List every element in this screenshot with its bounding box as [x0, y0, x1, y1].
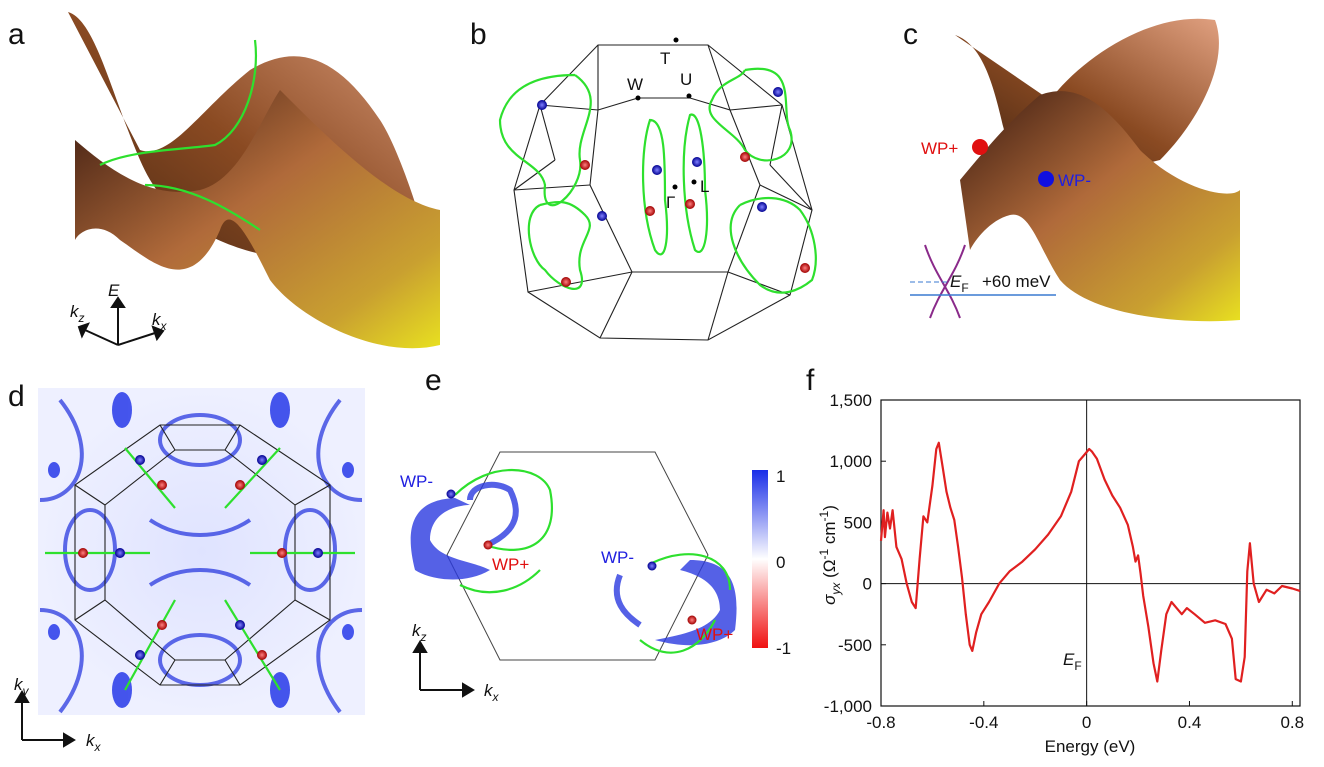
band-surface [68, 12, 440, 348]
axis-label: kz [412, 621, 427, 644]
y-axis-title: -1 [817, 549, 831, 560]
y-tick-label: 1,000 [829, 452, 872, 471]
brillouin-zone [514, 45, 812, 340]
nodal-loops [500, 69, 816, 293]
axis-label: kx [484, 681, 500, 704]
y-axis-title: ) [820, 505, 839, 511]
y-axis-title: cm [820, 521, 839, 548]
fermi-arcs [411, 470, 737, 653]
figure: a b c d e f E kz kx T U W Γ L WP+ WP- EF… [0, 0, 1324, 767]
panel-label: c [903, 18, 918, 51]
fermi-label: EF [950, 272, 969, 295]
chart: Energy (eV) σyx (Ω-1 cm-1) EF 1,500 1,000… [817, 391, 1304, 756]
weyl-label: WP+ [696, 625, 733, 644]
axes-arrows [414, 642, 473, 696]
weyl-label: WP- [400, 472, 433, 491]
axis-label-sub: y [22, 684, 30, 698]
colorbar-ticks: 1 0 -1 [776, 467, 791, 658]
annotation: EF [1063, 650, 1082, 673]
axis-label: kz [70, 302, 85, 325]
x-tick-label: -0.8 [866, 713, 895, 732]
axis-label-sub: z [78, 311, 85, 325]
weyl-point [1038, 171, 1054, 187]
k-point-label: L [700, 177, 709, 196]
weyl-label: WP+ [921, 139, 958, 158]
x-axis-title: Energy (eV) [1045, 737, 1136, 756]
y-axis-title: σyx (Ω-1 cm-1) [817, 505, 843, 605]
weyl-points [537, 38, 810, 288]
y-axis-title: (Ω [820, 560, 839, 583]
k-point-label: W [627, 75, 643, 94]
weyl-label: WP- [1058, 171, 1091, 190]
x-tick-label: 0.8 [1280, 713, 1304, 732]
axis-label-sub: x [160, 319, 168, 333]
y-tick-label: 500 [844, 513, 872, 532]
y-tick-label: 1,500 [829, 391, 872, 410]
weyl-label: WP+ [492, 555, 529, 574]
y-tick-label: 0 [863, 575, 872, 594]
weyl-label: WP- [601, 548, 634, 567]
panel-label: e [425, 364, 442, 397]
colorbar [752, 470, 768, 648]
fermi-label-sub: F [961, 281, 968, 295]
k-point-label: T [660, 49, 670, 68]
panel-label: d [8, 380, 25, 413]
energy-offset: +60 meV [982, 272, 1051, 291]
colorbar-tick-label: 0 [776, 553, 785, 572]
axis-label-sub: z [420, 630, 427, 644]
axis-label: ky [14, 675, 30, 698]
y-tick-label: -1,000 [824, 697, 872, 716]
axis-label-sub: x [94, 740, 102, 754]
panel-label: f [806, 364, 815, 397]
k-point-label: Γ [666, 193, 675, 212]
y-axis-title: -1 [817, 510, 831, 521]
y-axis-title: yx [829, 582, 843, 596]
panel-label: b [470, 18, 487, 51]
data-line [881, 443, 1300, 682]
annotation: E [1063, 650, 1075, 669]
x-tick-label: 0 [1082, 713, 1091, 732]
axis-label: E [108, 281, 120, 300]
y-tick-label: -500 [838, 636, 872, 655]
k-point-label: U [680, 70, 692, 89]
weyl-point [972, 139, 988, 155]
x-tick-label: -0.4 [969, 713, 998, 732]
axis-label-sub: x [492, 690, 500, 704]
plot-frame [881, 400, 1300, 706]
annotation-sub: F [1074, 659, 1081, 673]
colorbar-tick-label: 1 [776, 467, 785, 486]
colorbar-tick-label: -1 [776, 639, 791, 658]
panel-label: a [8, 18, 25, 51]
fermi-label: E [950, 272, 962, 291]
x-tick-label: 0.4 [1178, 713, 1202, 732]
axes-arrows [79, 298, 163, 345]
axis-label: kx [86, 731, 102, 754]
